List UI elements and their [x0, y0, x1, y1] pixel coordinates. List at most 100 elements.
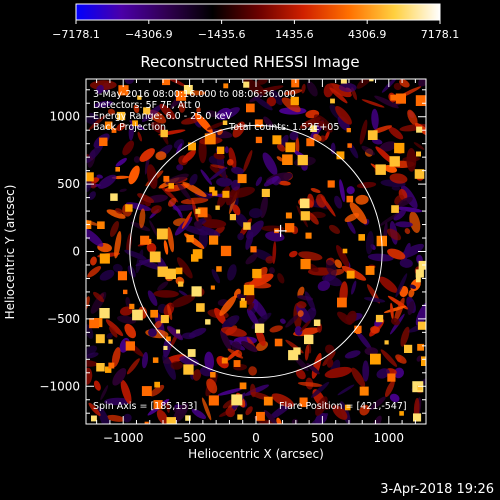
texture-stroke	[389, 393, 400, 403]
texture-stroke	[301, 83, 306, 94]
plot-title: Reconstructed RHESSI Image	[140, 53, 359, 71]
spin-axis-text: Spin Axis = [185,153]	[93, 401, 197, 412]
bright-spot	[160, 315, 169, 324]
bright-spot	[346, 195, 354, 203]
texture-stroke	[167, 304, 173, 321]
bright-spot	[123, 289, 128, 295]
texture-stroke	[86, 367, 93, 385]
texture-stroke	[324, 130, 330, 141]
bright-spot	[414, 169, 425, 179]
texture-stroke	[326, 359, 334, 368]
texture-stroke	[167, 325, 184, 341]
texture-stroke	[351, 367, 366, 388]
bright-spot	[399, 411, 404, 416]
bright-spot	[285, 212, 292, 219]
bright-spot	[210, 372, 216, 378]
bright-spot	[132, 120, 138, 127]
texture-stroke	[141, 104, 163, 123]
texture-stroke	[407, 300, 415, 316]
texture-stroke	[178, 290, 188, 297]
y-tick-labels: −1000 −500 0 500 1000	[39, 110, 80, 394]
x-tick-labels: −1000 −500 0 500 1000	[103, 431, 404, 445]
texture-stroke	[139, 208, 146, 229]
texture-stroke	[206, 110, 218, 117]
texture-stroke	[115, 208, 123, 214]
texture-stroke	[224, 146, 229, 154]
method-text: Back Projection	[93, 122, 166, 133]
texture-stroke	[359, 404, 370, 416]
texture-stroke	[408, 289, 415, 298]
bright-spot	[254, 323, 265, 333]
bright-spot	[212, 190, 218, 196]
texture-stroke	[395, 273, 408, 298]
bright-spot	[417, 343, 424, 351]
bright-spot	[220, 245, 232, 257]
texture-stroke	[355, 330, 373, 351]
bright-spot	[197, 207, 208, 218]
texture-stroke	[386, 228, 402, 241]
bright-spot	[250, 246, 257, 253]
texture-stroke	[255, 176, 263, 187]
texture-stroke	[246, 308, 259, 326]
texture-stroke	[349, 202, 368, 225]
bright-spot	[285, 142, 296, 153]
texture-stroke	[394, 297, 405, 323]
texture-stroke	[323, 83, 334, 98]
texture-stroke	[257, 85, 284, 93]
texture-stroke	[250, 297, 268, 320]
texture-stroke	[109, 326, 118, 338]
bright-spot	[347, 143, 352, 148]
texture-stroke	[209, 166, 228, 181]
texture-stroke	[175, 143, 183, 155]
texture-stroke	[409, 284, 417, 289]
texture-stroke	[265, 256, 275, 264]
texture-stroke	[367, 253, 394, 262]
bright-spot	[216, 146, 225, 154]
texture-stroke	[88, 115, 106, 131]
texture-stroke	[388, 126, 404, 140]
solar-limb-circle	[129, 124, 383, 379]
texture-stroke	[296, 301, 307, 309]
bright-spot	[330, 98, 335, 104]
bright-spot	[108, 362, 115, 369]
texture-stroke	[106, 414, 126, 422]
texture-stroke	[371, 108, 379, 130]
texture-stroke	[232, 204, 241, 216]
bright-spot	[196, 303, 205, 312]
texture-stroke	[181, 211, 192, 229]
texture-stroke	[225, 407, 235, 418]
texture-stroke	[300, 320, 311, 332]
bright-spot	[229, 214, 236, 221]
texture-stroke	[285, 314, 299, 328]
texture-stroke	[96, 174, 103, 179]
texture-stroke	[393, 209, 406, 221]
texture-stroke	[181, 117, 200, 125]
texture-stroke	[339, 82, 357, 93]
texture-stroke	[122, 413, 132, 423]
texture-stroke	[126, 358, 140, 375]
bright-spot	[415, 269, 424, 278]
texture-stroke	[395, 221, 413, 228]
bright-spot	[221, 357, 228, 364]
colorbar-tick-label: 4306.9	[348, 28, 387, 41]
bright-spot	[304, 334, 314, 345]
texture-stroke	[339, 179, 346, 203]
bright-spot	[384, 340, 389, 345]
texture-stroke	[97, 174, 117, 189]
texture-stroke	[334, 195, 343, 209]
y-tick-label: −1000	[39, 379, 80, 393]
texture-stroke	[241, 341, 258, 353]
texture-stroke	[245, 253, 258, 265]
bright-spot	[223, 83, 229, 89]
texture-stroke	[414, 122, 426, 137]
bright-spot	[191, 286, 202, 297]
bright-spot	[156, 228, 168, 240]
y-tick-label: −500	[47, 312, 80, 326]
bright-spot	[186, 234, 194, 243]
bright-spot	[210, 285, 215, 290]
texture-stroke	[193, 221, 203, 229]
bright-spot	[108, 339, 113, 344]
texture-stroke	[86, 296, 90, 311]
bright-spot	[141, 386, 152, 396]
texture-stroke	[86, 228, 104, 247]
